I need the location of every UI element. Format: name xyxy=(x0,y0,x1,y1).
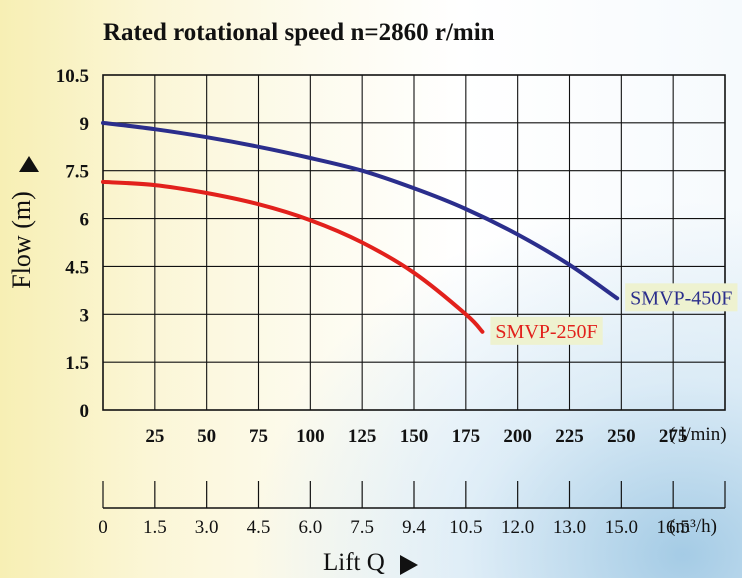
secondary-tick-label: 16.5 xyxy=(657,517,690,538)
secondary-tick-label: 15.0 xyxy=(605,517,638,538)
secondary-tick-label: 6.0 xyxy=(298,517,322,538)
series-label-smvp-450f: SMVP-450F xyxy=(625,283,738,312)
x-tick-label: 200 xyxy=(503,426,532,447)
x-tick-label: 250 xyxy=(607,426,636,447)
series-label-smvp-250f: SMVP-250F xyxy=(490,316,603,345)
series-line-smvp-450f xyxy=(101,120,620,301)
series-line-smvp-250f xyxy=(101,179,485,334)
secondary-tick-label: 4.5 xyxy=(247,517,271,538)
y-tick-label: 4.5 xyxy=(65,257,89,278)
x-tick-label: 225 xyxy=(555,426,584,447)
x-tick-label: 75 xyxy=(249,426,268,447)
y-tick-label: 3 xyxy=(80,305,90,326)
y-axis-label-group: Flow (m) xyxy=(7,156,39,289)
y-tick-label: 10.5 xyxy=(56,66,89,87)
secondary-tick-label: 7.5 xyxy=(350,517,374,538)
x-tick-label: 175 xyxy=(452,426,481,447)
y-tick-label: 7.5 xyxy=(65,162,89,183)
secondary-tick-label: 3.0 xyxy=(195,517,219,538)
series-label-box xyxy=(625,283,738,312)
secondary-tick-label: 10.5 xyxy=(449,517,482,538)
chart-title: Rated rotational speed n=2860 r/min xyxy=(103,19,495,46)
y-axis-arrow-icon xyxy=(19,156,39,172)
y-tick-labels: 0 1.5 3 4.5 6 7.5 9 10.5 xyxy=(56,66,89,422)
x-tick-label: 50 xyxy=(197,426,216,447)
series-label-text: SMVP-450F xyxy=(630,287,732,309)
x-axis-label: Lift Q xyxy=(323,549,385,576)
y-tick-label: 0 xyxy=(80,401,90,422)
y-tick-label: 9 xyxy=(80,114,90,135)
series-label-box xyxy=(490,316,603,345)
secondary-tick-label: 9.4 xyxy=(402,517,426,538)
x-tick-labels-m3h: 0 1.5 3.0 4.5 6.0 7.5 9.4 10.5 12.0 13.0 15.0 16.5 xyxy=(98,481,726,538)
x-tick-label: 25 xyxy=(145,426,164,447)
secondary-axis: 0 1.5 3.0 4.5 6.0 7.5 9.4 10.5 12.0 13.0 15.0 16.5 … xyxy=(98,481,726,538)
x-tick-label: 125 xyxy=(348,426,377,447)
x-tick-labels-lmin: 25 50 75 100 125 150 175 200 225 250 275 xyxy=(145,426,687,447)
secondary-tick-label: 12.0 xyxy=(501,517,534,538)
y-axis-label: Flow (m) xyxy=(7,191,36,289)
x-tick-label: 275 xyxy=(659,426,688,447)
x-tick-label: 100 xyxy=(296,426,325,447)
series-lines: SMVP-450F SMVP-250F xyxy=(101,120,738,345)
secondary-tick-label: 0 xyxy=(98,517,108,538)
x-tick-label: 150 xyxy=(400,426,429,447)
x-unit-lmin: ( l/min) xyxy=(669,424,727,445)
series-label-text: SMVP-250F xyxy=(495,321,597,343)
x-unit-m3h: (m³/h) xyxy=(669,516,717,537)
secondary-tick-label: 13.0 xyxy=(553,517,586,538)
x-axis-arrow-icon xyxy=(400,555,418,575)
secondary-tick-label: 1.5 xyxy=(143,517,167,538)
x-axis-label-group: Lift Q xyxy=(323,549,418,576)
y-tick-label: 6 xyxy=(80,210,90,231)
grid-lines xyxy=(103,75,725,410)
y-tick-label: 1.5 xyxy=(65,353,89,374)
